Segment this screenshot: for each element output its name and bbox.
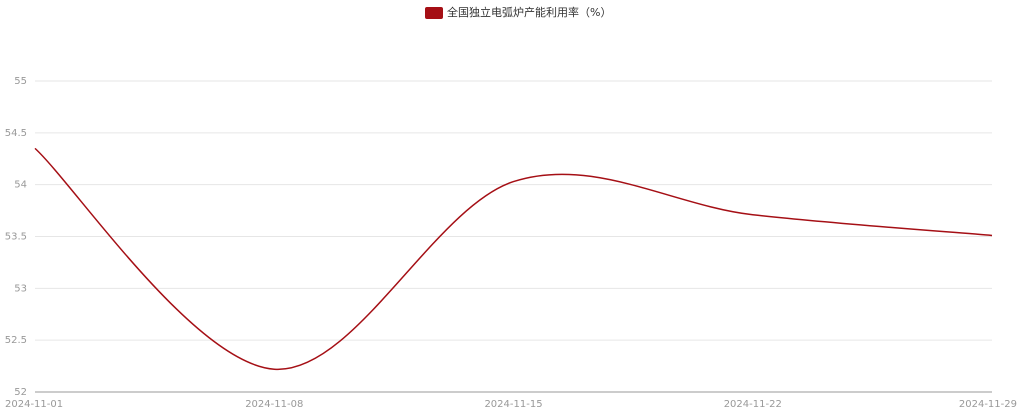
- x-tick-label: 2024-11-29: [959, 399, 1017, 410]
- y-tick-label: 55: [14, 76, 27, 87]
- x-tick-label: 2024-11-01: [5, 399, 63, 410]
- line: [34, 147, 993, 370]
- y-tick-label: 53.5: [5, 232, 27, 243]
- x-tick-label: 2024-11-15: [484, 399, 542, 410]
- y-tick-label: 54.5: [5, 128, 27, 139]
- legend-swatch[interactable]: [425, 7, 443, 19]
- y-tick-label: 52.5: [5, 335, 27, 346]
- y-tick-label: 54: [14, 180, 27, 191]
- x-tick-label: 2024-11-08: [245, 399, 303, 410]
- y-tick-label: 53: [14, 283, 27, 294]
- y-tick-label: 52: [14, 387, 27, 398]
- legend-label[interactable]: 全国独立电弧炉产能利用率（%）: [447, 5, 611, 19]
- x-tick-label: 2024-11-22: [724, 399, 782, 410]
